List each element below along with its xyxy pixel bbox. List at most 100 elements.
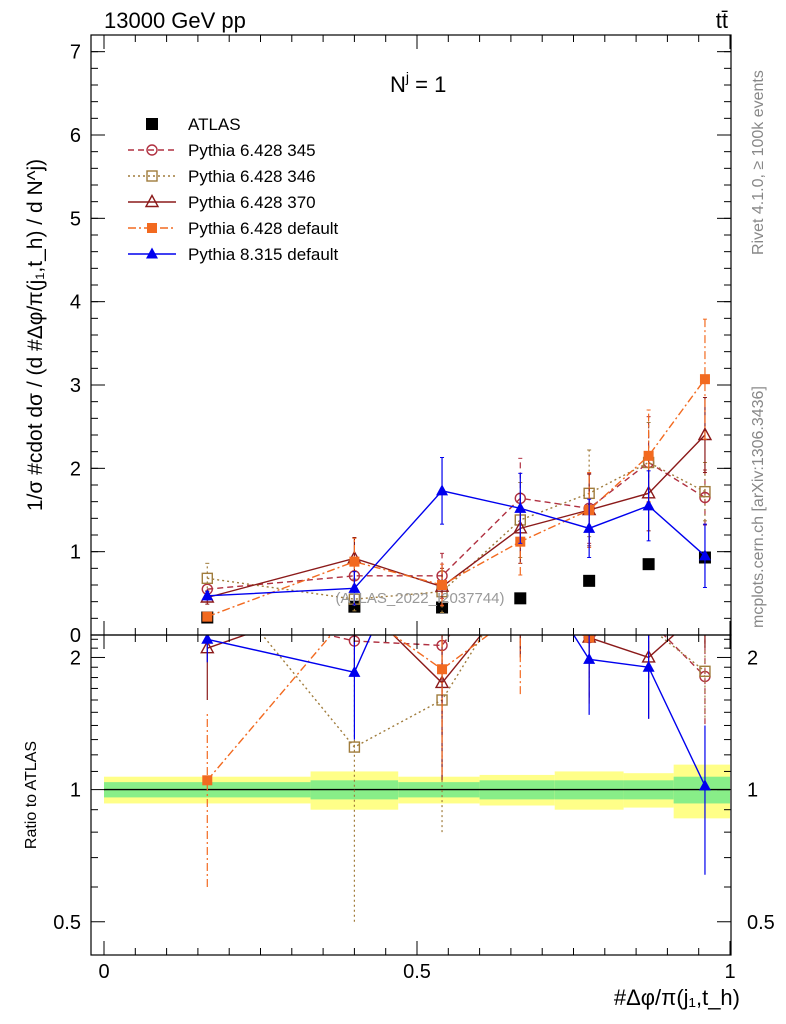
ratio-point (644, 610, 654, 620)
series-2 (201, 422, 711, 613)
series-1 (201, 416, 711, 599)
legend-label: Pythia 6.428 346 (188, 167, 316, 186)
title-sup: j (405, 69, 409, 85)
ratio-ytick-label: 1 (70, 780, 81, 802)
legend-item: Pythia 6.428 370 (128, 193, 316, 212)
legend-marker (146, 118, 158, 130)
ratio-band (104, 764, 730, 819)
xtick-label: 0.5 (403, 961, 431, 983)
legend-label: Pythia 8.315 default (188, 245, 339, 264)
ratio-point (583, 652, 596, 664)
ratio-line (207, 635, 706, 787)
legend-item: Pythia 6.428 345 (128, 141, 316, 160)
rivet-label: Rivet 4.1.0, ≥ 100k events (750, 70, 767, 255)
legend-item: Pythia 6.428 default (128, 219, 339, 238)
data-point (642, 499, 655, 511)
data-point (514, 592, 527, 605)
ratio-point (514, 580, 526, 591)
ratio-frame (90, 634, 732, 956)
series-line (207, 461, 706, 590)
ratio-point (698, 779, 711, 791)
data-point (201, 572, 213, 585)
ratio-series-layer (200, 580, 711, 922)
ratio-ytick-label-right: 1 (747, 780, 758, 802)
legend-item: Pythia 8.315 default (128, 245, 339, 264)
ratio-series-4 (201, 635, 711, 875)
main-ylabel: 1/σ #cdot dσ / (d #Δφ/π(j₁,t_h) / d N^j) (24, 159, 47, 511)
ratio-ytick-label: 0.5 (53, 912, 81, 934)
ratio-point (644, 615, 654, 625)
ratio-point (202, 775, 213, 786)
ratio-series-0 (324, 615, 711, 736)
series-3 (200, 397, 713, 606)
main-series-layer (200, 318, 713, 624)
process-label: tt̄ (716, 8, 728, 33)
ratio-point (584, 602, 594, 612)
plot-title: Nj = 1 (390, 69, 446, 97)
data-point (437, 580, 448, 590)
main-ytick-label: 3 (70, 375, 81, 397)
title-base: N (390, 72, 406, 97)
data-point (583, 574, 596, 587)
legend-marker (147, 223, 157, 233)
legend-item: Pythia 6.428 346 (128, 167, 316, 186)
ratio-point (437, 664, 448, 675)
ratio-axes: 0.5 0.5 1 1 2 2 0 0.5 1 (53, 634, 775, 983)
mcplots-label: mcplots.cern.ch [arXiv:1306.3436] (750, 386, 767, 628)
data-point (699, 374, 710, 385)
series-5 (201, 457, 711, 606)
legend-label: Pythia 6.428 370 (188, 193, 316, 212)
legend-marker (146, 247, 158, 259)
main-ytick-label: 5 (70, 208, 81, 230)
ratio-point (348, 741, 361, 753)
data-point (642, 558, 655, 571)
ratio-point (699, 665, 711, 677)
ratio-ylabel: Ratio to ATLAS (23, 741, 40, 849)
main-ytick-label: 4 (70, 292, 81, 314)
ratio-point (348, 665, 361, 677)
ratio-point (699, 601, 711, 612)
data-point (699, 491, 711, 504)
series-line (207, 461, 706, 600)
legend-label: ATLAS (188, 115, 241, 134)
legend-label: Pythia 6.428 default (188, 219, 339, 238)
data-point (201, 589, 214, 601)
main-axes: 0 1 2 3 4 5 6 7 (70, 34, 732, 647)
ratio-series-1 (261, 602, 711, 922)
data-point (699, 485, 711, 498)
main-ytick-label: 2 (70, 458, 81, 480)
ratio-point (515, 606, 525, 616)
ratio-series-2 (200, 580, 711, 781)
data-point (436, 484, 449, 496)
data-point (202, 611, 213, 622)
series-line (207, 434, 706, 599)
xtick-label: 1 (724, 961, 735, 983)
data-point (643, 450, 654, 461)
data-point (514, 501, 527, 513)
ratio-point (642, 660, 655, 672)
data-point (348, 581, 361, 593)
legend-item: ATLAS (146, 115, 241, 134)
analysis-watermark: (ATLAS_2022_I2037744) (335, 590, 504, 607)
series-line (207, 490, 706, 597)
main-ytick-label: 0 (70, 625, 81, 647)
ratio-ytick-label: 2 (70, 647, 81, 669)
data-point (349, 556, 360, 567)
energy-label: 13000 GeV pp (104, 8, 246, 33)
ratio-line (261, 635, 706, 748)
main-ytick-label: 1 (70, 542, 81, 564)
ratio-ytick-label-right: 2 (747, 647, 758, 669)
ratio-point (644, 622, 654, 632)
ratio-point (201, 635, 214, 644)
main-frame (90, 34, 732, 636)
title-tail: = 1 (409, 72, 446, 97)
xtick-label: 0 (98, 961, 109, 983)
x-axis-label: #Δφ/π(j₁,t_h) (614, 985, 740, 1010)
legend-marker (144, 194, 160, 208)
data-point (583, 521, 596, 533)
data-point (698, 549, 711, 561)
main-ytick-label: 7 (70, 42, 81, 64)
xlabel-text: #Δφ/π(j₁,t_h) (614, 985, 740, 1010)
main-ytick-label: 6 (70, 125, 81, 147)
